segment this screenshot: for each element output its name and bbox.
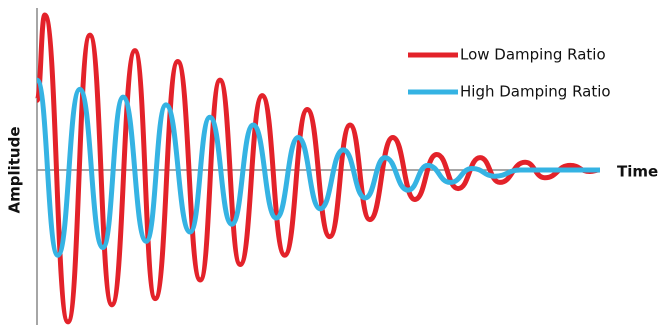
legend-label: High Damping Ratio [460,83,611,101]
legend-label: Low Damping Ratio [460,46,606,64]
y-axis-label: Amplitude [6,126,24,213]
line-series [34,77,600,258]
x-axis-label: Time [617,163,658,181]
